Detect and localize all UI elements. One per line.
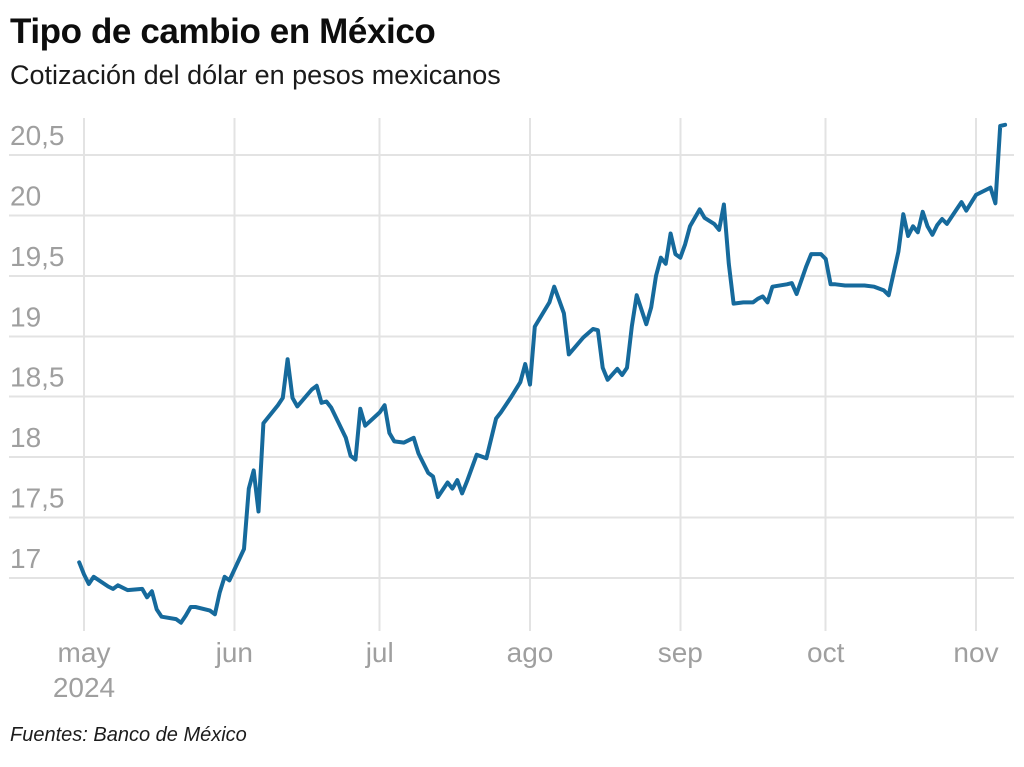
y-axis-tick-label: 18,5 xyxy=(10,362,65,393)
y-axis-tick-label: 19,5 xyxy=(10,241,65,272)
exchange-rate-line xyxy=(77,122,1008,625)
chart-subtitle: Cotización del dólar en pesos mexicanos xyxy=(10,60,501,90)
source-note: Fuentes: Banco de México xyxy=(10,724,247,746)
y-axis-tick-label: 17,5 xyxy=(10,483,65,514)
x-axis-month-label: jun xyxy=(215,637,253,668)
y-axis-tick-label: 17 xyxy=(10,543,41,574)
x-axis-month-label: may xyxy=(58,637,111,668)
y-axis-tick-label: 20 xyxy=(10,180,41,211)
x-axis-year-label: 2024 xyxy=(53,672,115,703)
chart-title: Tipo de cambio en México xyxy=(10,12,436,51)
y-axis-tick-label: 20,5 xyxy=(10,120,65,151)
y-axis-tick-label: 18 xyxy=(10,422,41,453)
x-axis-month-label: jul xyxy=(365,637,394,668)
x-axis-month-label: oct xyxy=(807,637,845,668)
x-axis-month-label: ago xyxy=(507,637,554,668)
y-axis-tick-label: 19 xyxy=(10,301,41,332)
x-axis-month-label: nov xyxy=(953,637,998,668)
x-axis-month-label: sep xyxy=(658,637,703,668)
